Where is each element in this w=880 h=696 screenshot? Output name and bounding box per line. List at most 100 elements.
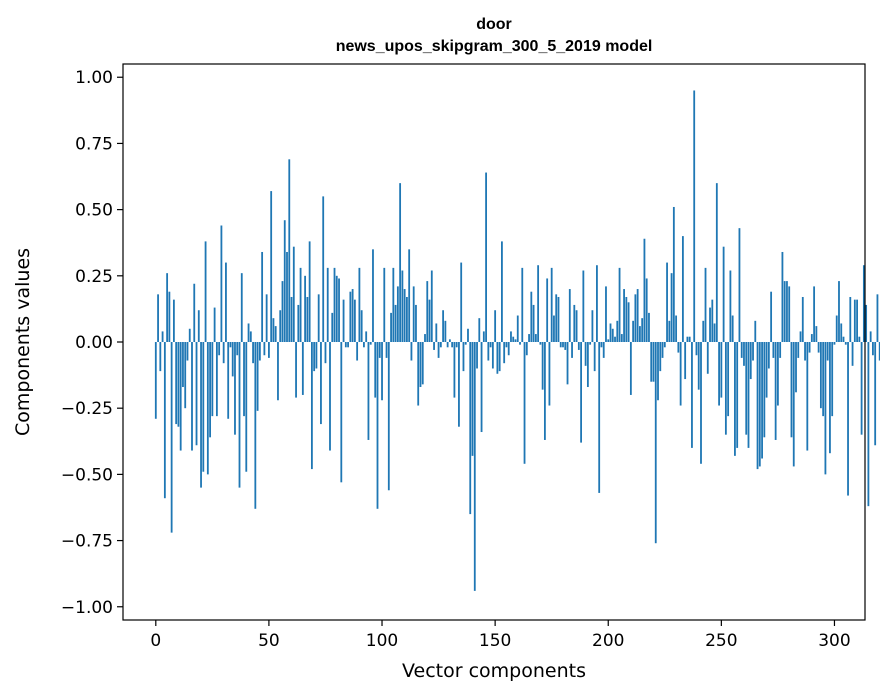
bar <box>308 241 311 342</box>
bar <box>288 159 291 342</box>
bar <box>505 342 508 348</box>
bar <box>435 323 438 342</box>
bar <box>163 342 166 499</box>
bar <box>709 307 711 342</box>
bar <box>358 267 361 342</box>
bar <box>838 281 840 342</box>
bar <box>473 342 476 591</box>
bar <box>546 278 549 342</box>
bar <box>568 289 571 342</box>
bar <box>433 342 435 350</box>
bar <box>168 291 171 342</box>
bar <box>668 320 671 342</box>
bar <box>826 342 829 361</box>
bar <box>159 342 162 372</box>
bar <box>496 342 499 374</box>
bar <box>227 342 230 419</box>
bar <box>627 302 630 342</box>
bar <box>550 267 553 342</box>
x-tick-label: 150 <box>479 631 511 651</box>
bar <box>754 320 757 342</box>
bar <box>562 342 564 348</box>
bar <box>736 342 739 448</box>
bar <box>446 342 449 348</box>
bar <box>774 342 777 440</box>
bar <box>657 342 659 401</box>
bar <box>510 331 512 342</box>
bar <box>175 342 178 425</box>
bar <box>553 315 555 342</box>
bar <box>623 289 625 342</box>
bar <box>734 342 736 456</box>
bar <box>772 342 775 358</box>
bar <box>439 342 442 348</box>
bar <box>611 328 614 342</box>
bar <box>808 342 811 353</box>
bar <box>385 342 388 358</box>
bar <box>650 342 653 382</box>
bar <box>607 339 610 342</box>
bar <box>577 342 580 350</box>
bar <box>412 286 415 342</box>
plot-frame <box>122 63 866 621</box>
bar <box>724 342 727 435</box>
bar <box>867 342 870 507</box>
bar <box>340 342 343 483</box>
bar <box>758 342 761 467</box>
y-axis-ticks: 1.00 0.75 0.50 0.25 0.00 −0.25 −0.50 −0.75 −1.00 <box>61 68 123 618</box>
bar <box>376 342 379 509</box>
bar <box>756 342 759 470</box>
x-axis-ticks: 0 50 100 150 200 250 300 <box>150 620 851 651</box>
bar <box>763 342 766 438</box>
bar <box>693 90 696 342</box>
bar <box>589 342 592 345</box>
bar <box>571 342 573 358</box>
bar <box>209 342 211 438</box>
bar <box>824 342 827 475</box>
bar <box>548 342 551 406</box>
bar <box>851 342 854 366</box>
bar <box>313 342 316 372</box>
y-tick-label: 0.75 <box>75 134 113 154</box>
bar <box>349 291 352 342</box>
bar <box>451 342 454 348</box>
bar <box>383 267 386 342</box>
bar <box>652 342 655 382</box>
y-tick-label: −1.00 <box>61 598 113 618</box>
bar <box>299 267 302 342</box>
bar <box>795 342 797 393</box>
bar <box>573 304 576 342</box>
bar <box>645 278 648 342</box>
bar <box>482 331 485 342</box>
bar <box>491 342 494 369</box>
bar <box>315 342 318 369</box>
bar <box>514 339 517 342</box>
bar <box>697 342 700 390</box>
bar <box>752 342 754 361</box>
x-axis-label: Vector components <box>402 660 586 682</box>
bar <box>860 342 863 435</box>
bar <box>840 323 843 342</box>
bar <box>460 262 463 342</box>
bar <box>406 296 408 342</box>
bar <box>238 342 241 488</box>
bar <box>539 342 542 345</box>
bar <box>648 312 650 342</box>
y-tick-label: −0.75 <box>61 532 113 552</box>
bar <box>410 342 413 361</box>
bar <box>157 294 159 342</box>
bar <box>779 342 782 358</box>
bar <box>455 342 458 348</box>
bar <box>833 342 836 345</box>
bar <box>154 342 157 419</box>
bar <box>378 342 381 358</box>
bar <box>672 206 675 342</box>
bar <box>462 342 465 372</box>
bar <box>498 342 501 372</box>
bar <box>290 296 293 342</box>
bar <box>206 342 209 475</box>
bar <box>530 291 533 342</box>
bar <box>277 342 279 401</box>
bar <box>372 249 374 342</box>
bar <box>591 310 594 342</box>
